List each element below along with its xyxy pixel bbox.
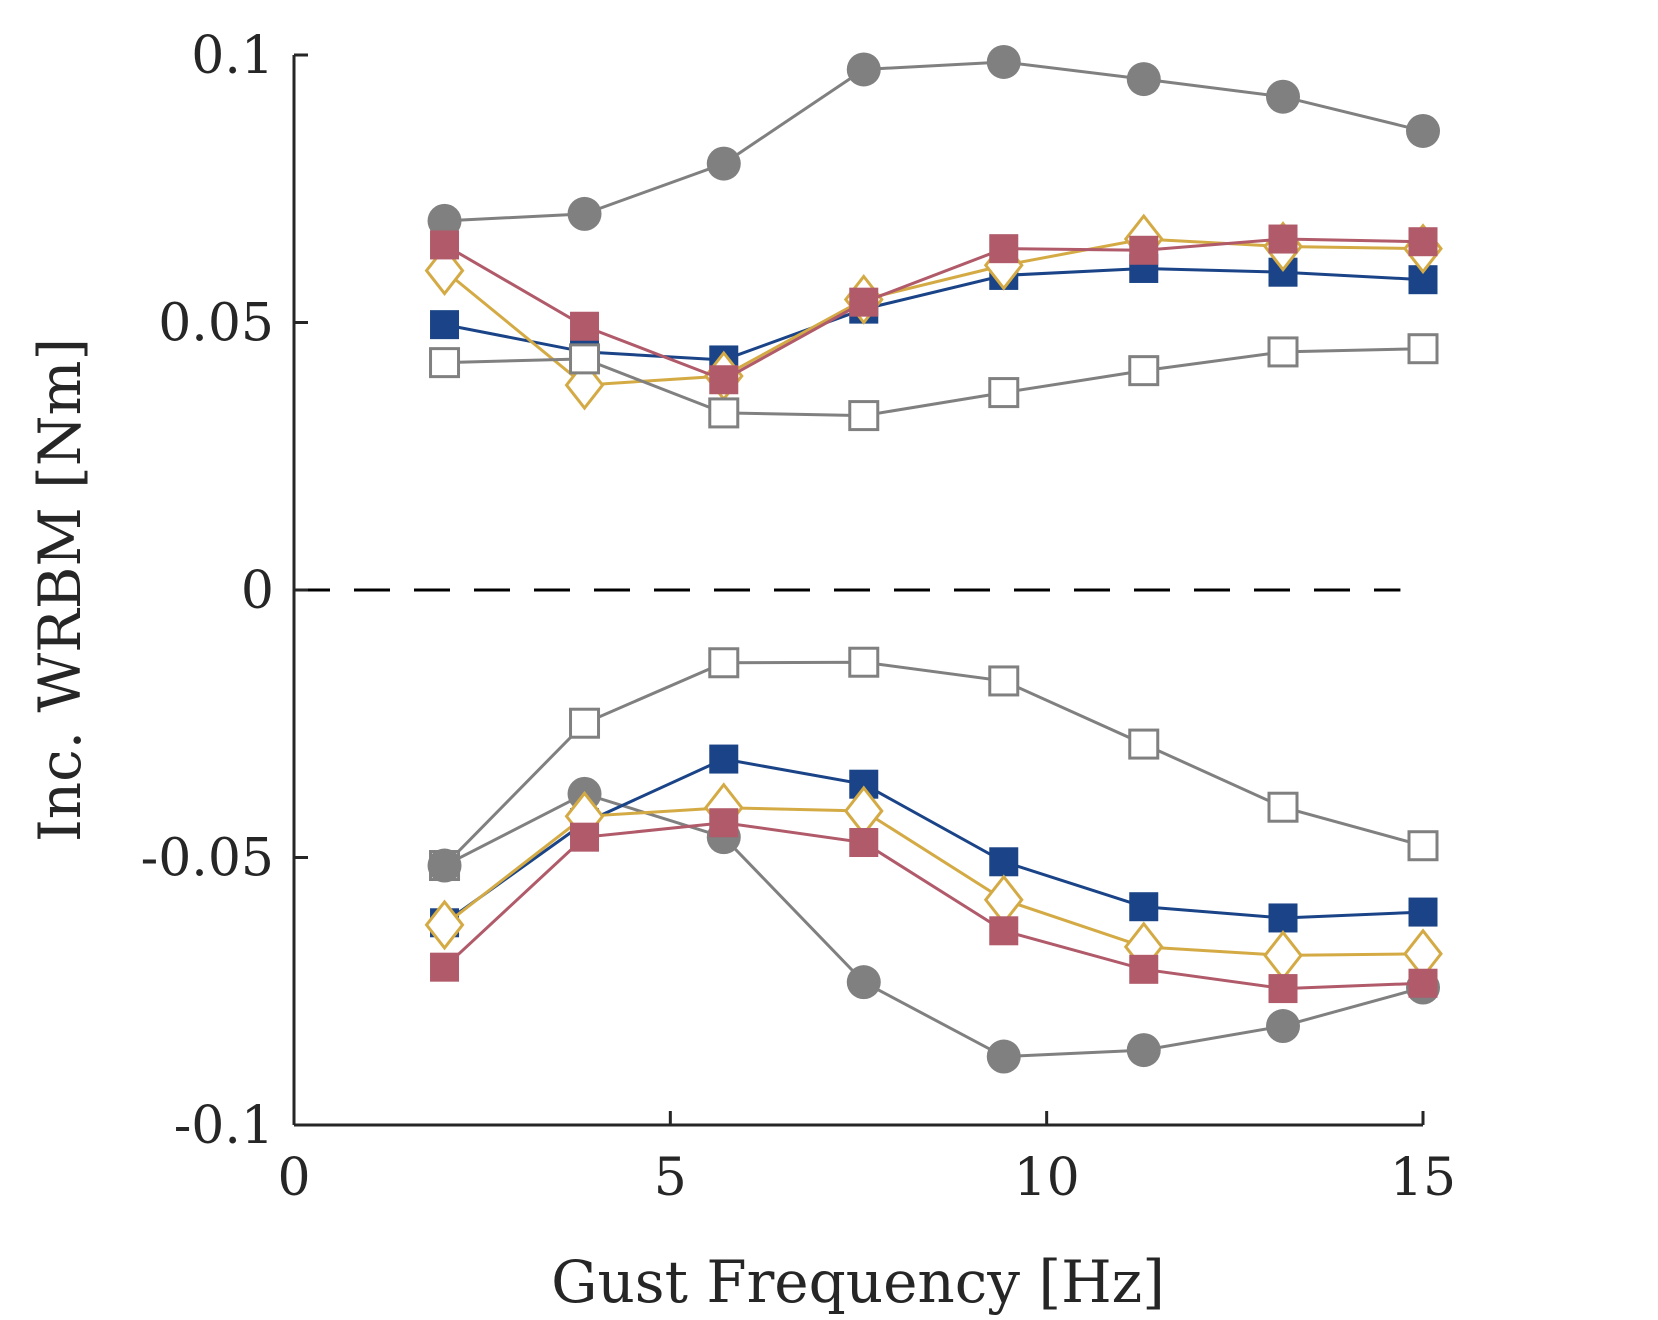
data-point-circle (846, 965, 881, 1000)
series-line (444, 266, 1424, 362)
data-point-square (429, 347, 461, 379)
y-tick-label: 0.1 (191, 26, 274, 86)
data-point-square (989, 847, 1019, 877)
series-line (443, 806, 1424, 957)
data-point-square (1129, 235, 1159, 265)
series-line (443, 792, 1424, 1059)
y-tick-label: -0.1 (174, 1096, 274, 1156)
series-line (444, 347, 1424, 418)
data-point-square (989, 234, 1019, 264)
data-point-square (1408, 227, 1438, 257)
data-point-square (709, 808, 739, 838)
data-point-square (1268, 903, 1298, 933)
data-point-square (708, 397, 740, 429)
data-point-square (708, 647, 740, 679)
series-line (443, 237, 1424, 382)
data-point-circle (986, 44, 1021, 79)
data-point-square (570, 822, 600, 852)
series-line (444, 60, 1424, 223)
data-point-square (988, 377, 1020, 409)
series-lower-diamond-8 (424, 782, 1443, 981)
data-point-square (1268, 224, 1298, 254)
series-lower-circle-6 (427, 776, 1440, 1074)
data-point-circle (427, 848, 462, 883)
data-point-circle (1126, 1033, 1161, 1068)
y-tick-label: 0 (241, 561, 274, 621)
data-point-square (1268, 257, 1298, 287)
data-point-circle (1266, 1009, 1301, 1044)
data-point-square (709, 365, 739, 395)
series-upper-square-4 (429, 333, 1439, 432)
data-point-square (1407, 333, 1439, 365)
series-line (443, 237, 1424, 387)
data-point-square (569, 707, 601, 739)
data-point-square (848, 400, 880, 432)
series-line (443, 821, 1424, 991)
series-layer (424, 44, 1443, 1074)
data-point-square (988, 665, 1020, 697)
data-point-circle (1266, 79, 1301, 114)
series-upper-circle-0 (427, 44, 1440, 238)
data-point-square (1408, 968, 1438, 998)
data-point-square (430, 310, 460, 340)
data-point-diamond (424, 899, 465, 951)
data-point-square (849, 287, 879, 317)
series-line (443, 757, 1424, 924)
data-point-square (989, 916, 1019, 946)
y-tick-label: -0.05 (141, 829, 274, 889)
data-point-square (849, 828, 879, 858)
data-point-circle (846, 52, 881, 87)
data-point-circle (1126, 62, 1161, 97)
series-lower-square-9 (430, 808, 1438, 1004)
series-line (443, 660, 1424, 867)
data-point-circle (427, 203, 462, 238)
x-tick-label: 5 (654, 1148, 687, 1208)
data-point-diamond (1263, 929, 1303, 981)
x-axis-title: Gust Frequency [Hz] (551, 1248, 1165, 1316)
y-tick-label: 0.05 (158, 294, 274, 354)
data-point-square (570, 311, 600, 341)
data-point-square (569, 343, 601, 375)
data-point-diamond (983, 874, 1024, 926)
series-upper-square-3 (430, 224, 1438, 395)
data-point-circle (1406, 113, 1440, 148)
data-point-square (1267, 791, 1299, 823)
data-point-square (430, 952, 460, 982)
x-tick-label: 10 (1014, 1148, 1080, 1208)
data-point-square (1408, 897, 1438, 927)
ticks: -0.1 -0.05 0 0.05 0.1 0 5 10 15 (141, 26, 1456, 1208)
series-lower-square-5 (429, 646, 1439, 882)
x-tick-label: 0 (277, 1148, 310, 1208)
data-point-circle (567, 196, 602, 231)
data-point-square (848, 646, 880, 678)
data-point-square (709, 744, 739, 774)
data-point-square (1267, 336, 1299, 368)
data-point-square (1128, 728, 1160, 760)
data-point-square (1128, 355, 1160, 387)
data-point-square (1407, 830, 1439, 862)
data-point-square (1129, 892, 1159, 922)
data-point-circle (706, 146, 741, 181)
y-axis-title: Inc. WRBM [Nm] (26, 338, 94, 842)
data-point-square (1268, 974, 1298, 1004)
x-tick-label: 15 (1390, 1148, 1456, 1208)
data-point-square (1129, 954, 1159, 984)
data-point-square (430, 230, 460, 260)
data-point-circle (986, 1039, 1021, 1074)
